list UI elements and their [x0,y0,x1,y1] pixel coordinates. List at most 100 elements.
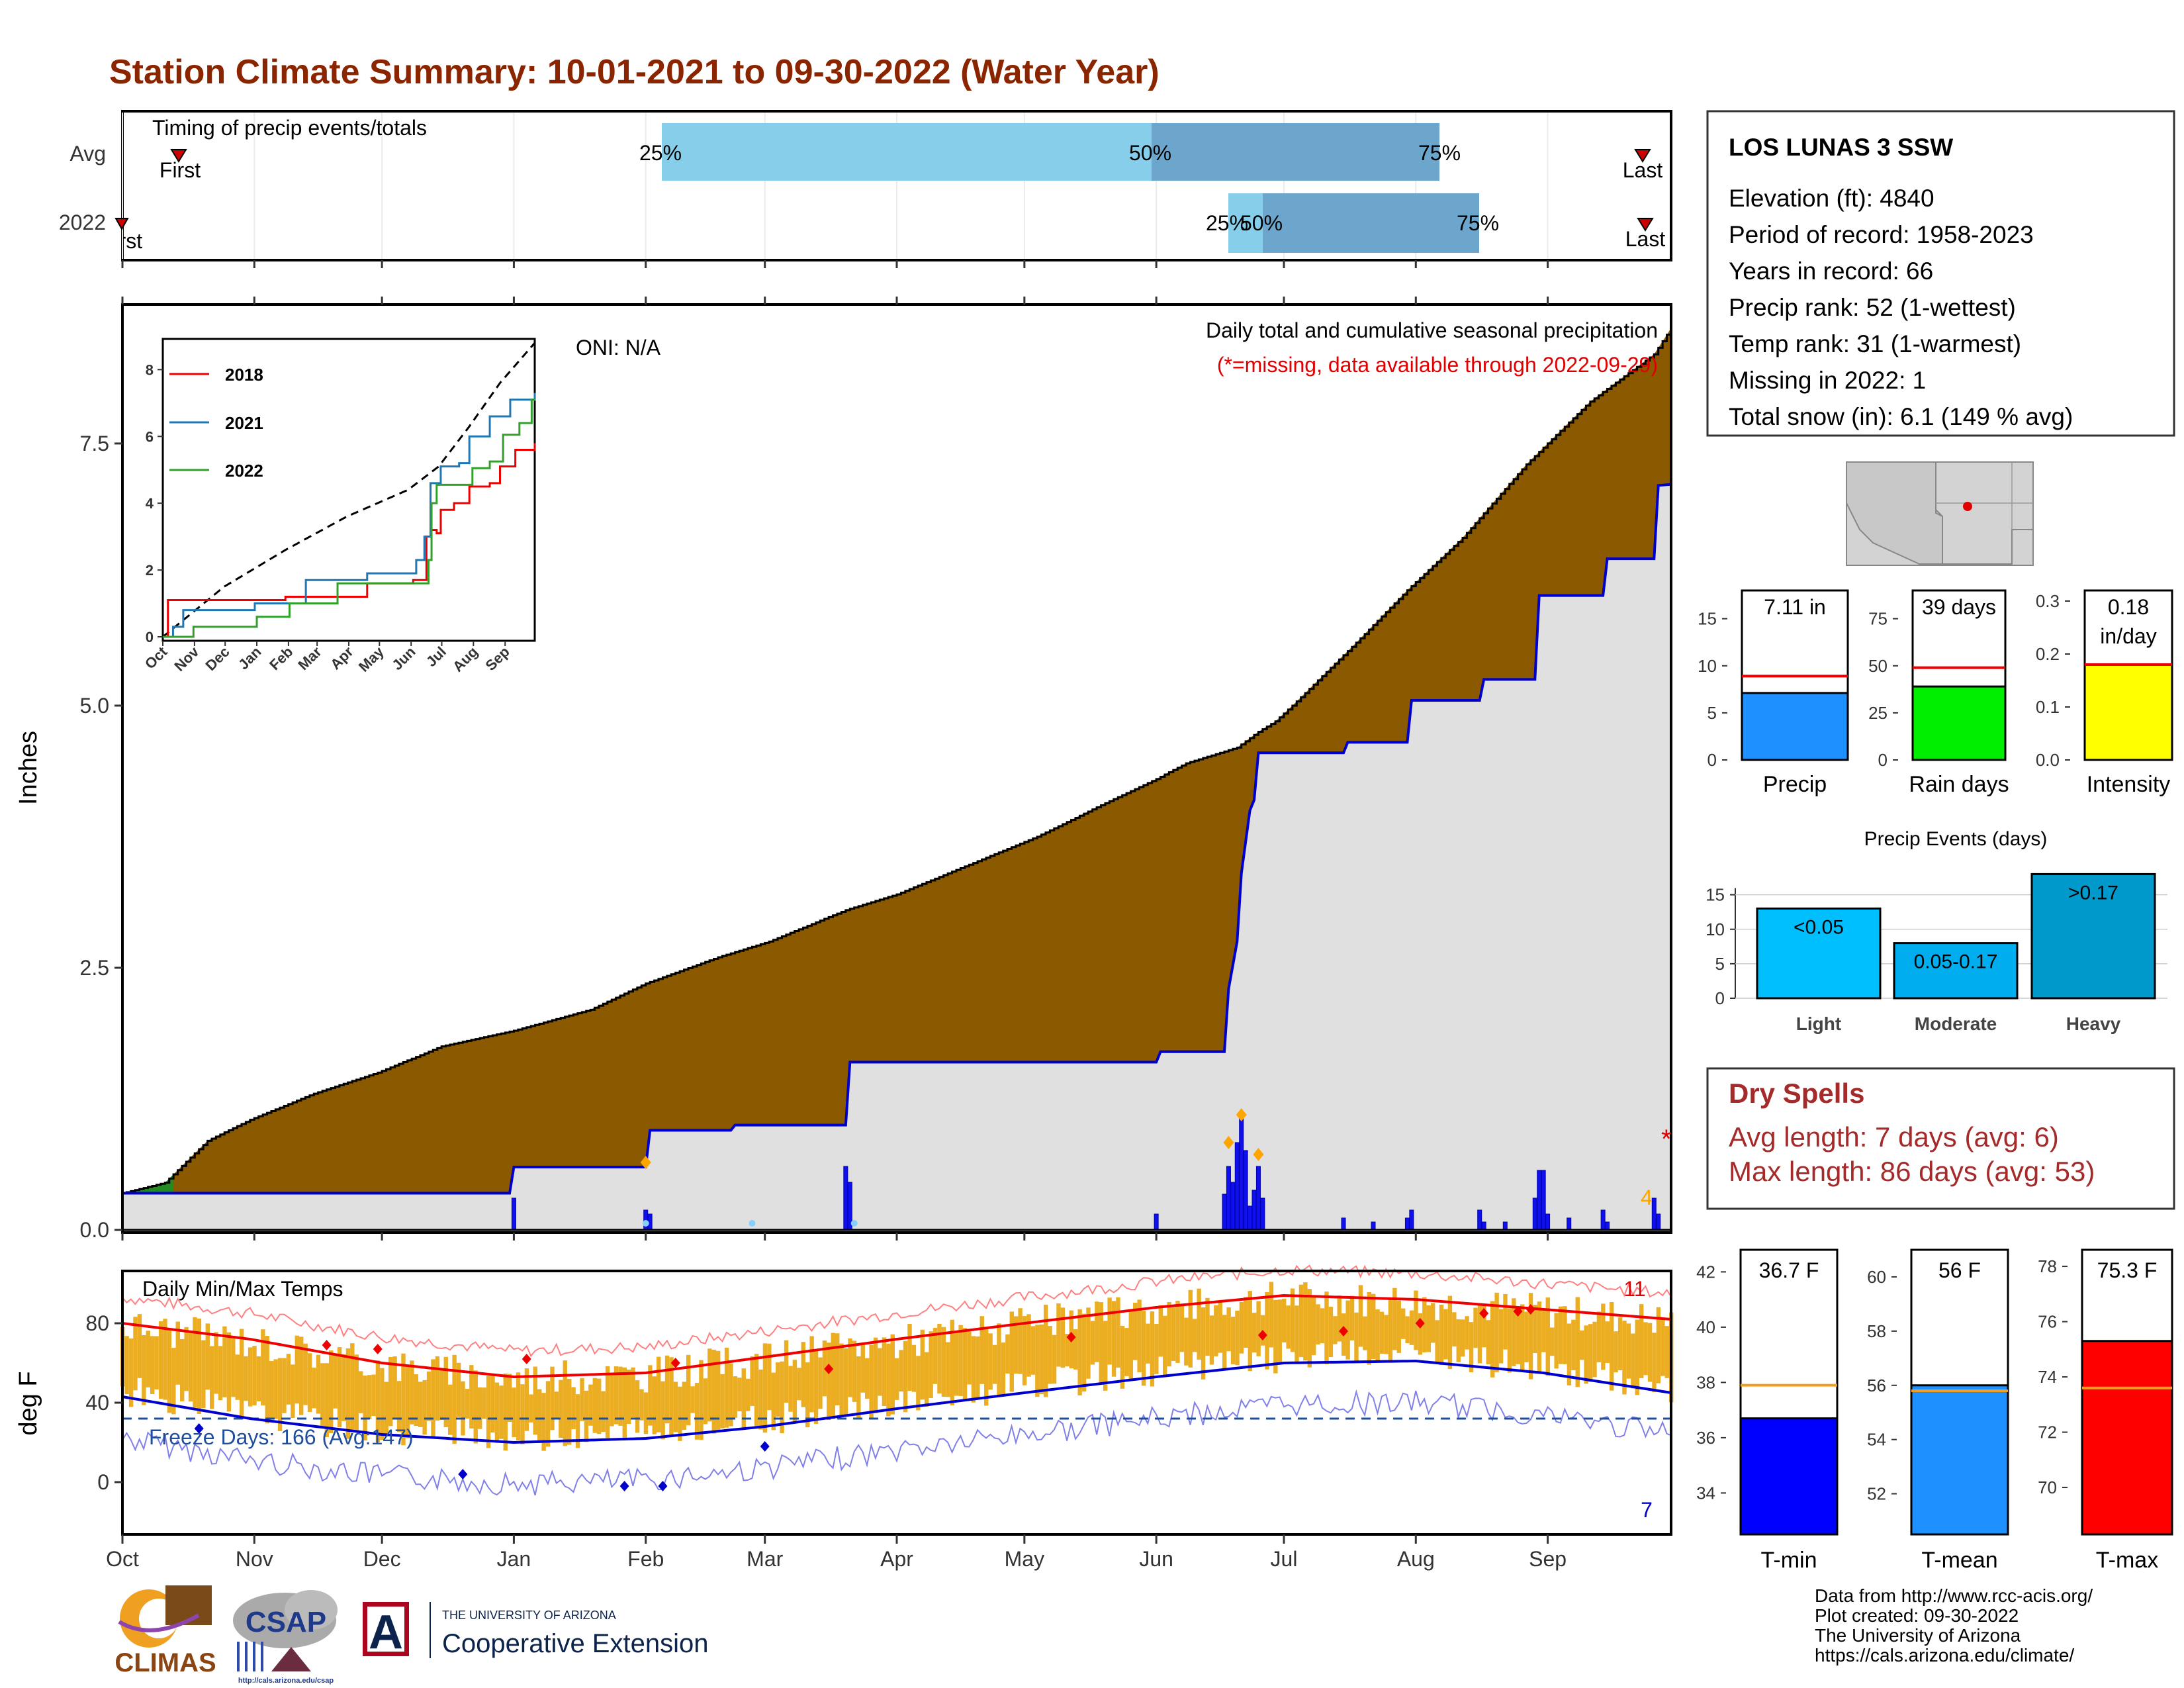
daily-temp-range-bar [1120,1325,1125,1389]
daily-temp-range-bar [248,1347,253,1407]
daily-temp-range-bar [435,1356,440,1421]
daily-temp-range-bar [1324,1291,1329,1364]
daily-precip-bar [1230,1182,1236,1231]
daily-temp-range-bar [1580,1330,1584,1360]
small-bar-label: Rain days [1909,772,2009,797]
daily-temp-range-bar [1214,1305,1218,1357]
chart-title: Station Climate Summary: 10-01-2021 to 0… [109,53,1160,91]
daily-temp-range-bar [316,1354,321,1414]
daily-temp-range-bar [1252,1313,1257,1353]
small-bar-label: Precip [1763,772,1827,797]
daily-temp-range-bar [154,1336,159,1389]
daily-temp-range-bar [788,1366,793,1412]
daily-temp-range-bar [1226,1307,1231,1352]
daily-temp-range-bar [563,1360,567,1446]
daily-temp-range-bar [1116,1297,1120,1368]
daily-temp-range-bar [1137,1299,1142,1373]
small-bar-value-text: 39 days [1922,595,1996,619]
temp-bar-ytick-label: 52 [1867,1484,1886,1504]
small-bar-ytick-label: 0.1 [2036,697,2060,717]
daily-temp-range-bar [388,1356,393,1427]
daily-temp-range-bar [414,1374,418,1427]
daily-temp-range-bar [711,1349,716,1434]
daily-temp-range-bar [1563,1306,1567,1364]
daily-temp-range-bar [1026,1314,1031,1377]
month-label: May [1005,1547,1044,1571]
credit-university: The University of Arizona [1815,1625,2021,1646]
daily-temp-range-bar [486,1376,491,1448]
daily-temp-range-bar [937,1323,942,1394]
daily-temp-range-bar [1477,1304,1482,1364]
daily-temp-range-bar [758,1369,763,1430]
daily-temp-range-bar [903,1340,908,1413]
month-label: Oct [106,1547,139,1571]
daily-temp-range-bar [737,1378,742,1412]
precip-ytick-label: 2.5 [80,956,109,980]
daily-temp-range-bar [614,1366,619,1425]
daily-temp-range-bar [1320,1308,1325,1344]
freeze-days-label: Freeze Days: 166 (Avg:147) [149,1425,414,1449]
daily-temp-range-bar [1614,1331,1618,1373]
daily-temp-range-bar [1107,1297,1112,1365]
daily-temp-range-bar [1367,1291,1371,1365]
daily-temp-range-bar [1596,1311,1602,1363]
daily-temp-range-bar [1652,1333,1657,1393]
daily-temp-range-bar [193,1317,197,1408]
daily-temp-range-bar [1422,1297,1427,1353]
extreme-precip-marker [640,1156,651,1169]
daily-precip-bar [1477,1209,1482,1231]
record-high-marker [1479,1308,1489,1319]
daily-temp-range-bar [277,1358,283,1431]
month-label: Jan [497,1547,531,1571]
daily-temp-range-bar [1414,1290,1418,1350]
daily-temp-range-bar [941,1327,946,1397]
inset-line-2021 [163,393,536,638]
temp-bar-value-text: 75.3 F [2097,1258,2158,1282]
daily-temp-range-bar [601,1391,606,1432]
daily-temp-range-bar [597,1378,602,1434]
temp-bar-ytick-label: 58 [1867,1321,1886,1341]
daily-temp-range-bar [690,1386,695,1413]
timing-2022-bar-early [1228,193,1263,253]
timing-2022-last-marker [1637,218,1654,232]
daily-temp-range-bar [465,1389,470,1419]
snow-event-marker [642,1220,649,1227]
daily-temp-range-bar [1048,1326,1052,1384]
daily-temp-range-bar [678,1386,682,1441]
daily-temp-range-bar [214,1332,218,1394]
station-temp-rank: Temp rank: 31 (1-warmest) [1729,330,2021,357]
daily-temp-range-bar [1150,1311,1155,1387]
small-bar-value-unit: in/day [2100,624,2156,648]
daily-temp-range-bar [1218,1301,1222,1353]
timing-2022-first: First [101,229,142,253]
events-ytick-label: 5 [1715,954,1725,974]
daily-temp-range-bar [911,1344,917,1392]
daily-temp-range-bar [1473,1307,1478,1348]
daily-temp-range-bar [1520,1304,1525,1370]
daily-temp-range-bar [337,1347,342,1428]
daily-temp-range-bar [158,1321,163,1399]
small-bar-ytick-label: 5 [1707,703,1717,723]
timing-avg-q25: 25% [639,141,682,165]
inset-ytick-label: 4 [146,495,154,512]
temp-bar-label: T-mean [1921,1548,1997,1573]
daily-temp-range-bar [299,1336,304,1415]
temp-bar-ytick-label: 40 [1696,1317,1715,1337]
daily-temp-range-bar [1077,1309,1082,1396]
daily-temp-range-bar [801,1342,805,1407]
temp-bar-ytick-label: 36 [1696,1428,1715,1448]
small-bar-ytick-label: 0 [1707,750,1717,770]
daily-temp-range-bar [375,1360,381,1442]
daily-precip-bar [1222,1194,1227,1231]
daily-temp-range-bar [1461,1319,1465,1357]
daily-temp-range-bar [1349,1295,1355,1340]
daily-temp-range-bar [682,1382,686,1430]
events-ytick-label: 0 [1715,988,1725,1008]
station-elevation: Elevation (ft): 4840 [1729,185,1934,212]
daily-temp-range-bar [184,1327,189,1391]
credit-website: https://cals.arizona.edu/climate/ [1815,1645,2074,1665]
climas-logo-text: CLIMAS [114,1648,216,1677]
precip-ytick-label: 7.5 [80,432,109,455]
daily-temp-range-bar [1371,1293,1376,1360]
daily-temp-range-bar [1052,1335,1057,1384]
